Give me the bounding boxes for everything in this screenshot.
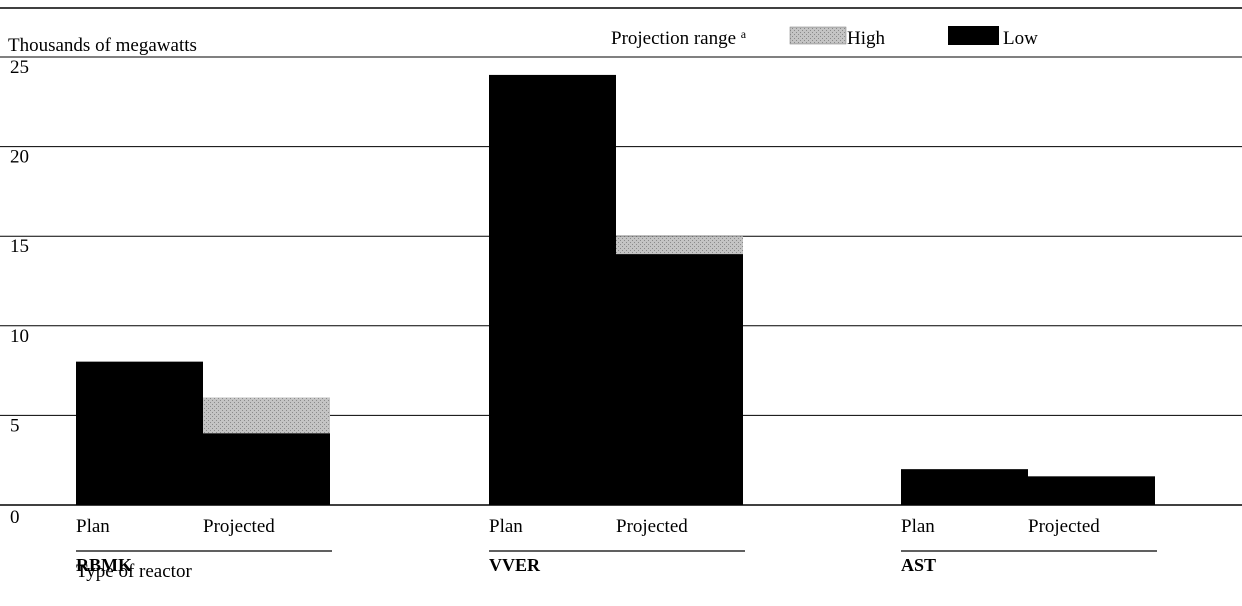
legend-swatch-low (948, 26, 999, 45)
y-tick-label: 25 (10, 57, 29, 78)
category-labels: Plan Projected RBMK Plan Projected VVER Plan Pr… (76, 516, 1157, 575)
y-tick-label: 20 (10, 147, 29, 168)
legend-swatch-high (789, 26, 847, 45)
legend-title: Projection range a (611, 27, 747, 49)
legend: Projection range a High Low (611, 26, 1038, 49)
bar-label: Projected (1028, 516, 1100, 537)
bar-high-vver-projected (616, 236, 743, 255)
legend-label-high: High (847, 28, 886, 49)
bar-low-vver-plan (489, 74, 616, 506)
group-label-rbmk: RBMK (76, 555, 132, 575)
bar-low-ast-projected (1028, 476, 1155, 505)
y-tick-label: 5 (10, 415, 20, 436)
bar-label: Projected (616, 516, 688, 537)
bar-low-rbmk-projected (203, 433, 330, 505)
group-label-vver: VVER (489, 555, 541, 575)
bar-low-rbmk-plan (76, 361, 203, 505)
y-tick-labels: 0 5 10 15 20 25 (10, 57, 29, 528)
group-label-ast: AST (901, 555, 936, 575)
y-tick-label: 15 (10, 236, 29, 257)
y-tick-label: 0 (10, 507, 20, 528)
bar-label: Plan (76, 516, 110, 537)
y-tick-label: 10 (10, 326, 29, 347)
legend-footnote-marker: a (741, 27, 747, 41)
bar-label: Projected (203, 516, 275, 537)
legend-label-low: Low (1003, 28, 1038, 49)
bar-label: Plan (901, 516, 935, 537)
bar-low-vver-projected (616, 254, 743, 505)
bar-low-ast-plan (901, 469, 1028, 505)
y-axis-label: Thousands of megawatts (8, 35, 197, 56)
bars (76, 74, 1155, 506)
x-axis-label: Type of reactor (76, 561, 192, 582)
legend-title-text: Projection range (611, 28, 736, 49)
bar-label: Plan (489, 516, 523, 537)
bar-high-rbmk-projected (203, 397, 330, 434)
